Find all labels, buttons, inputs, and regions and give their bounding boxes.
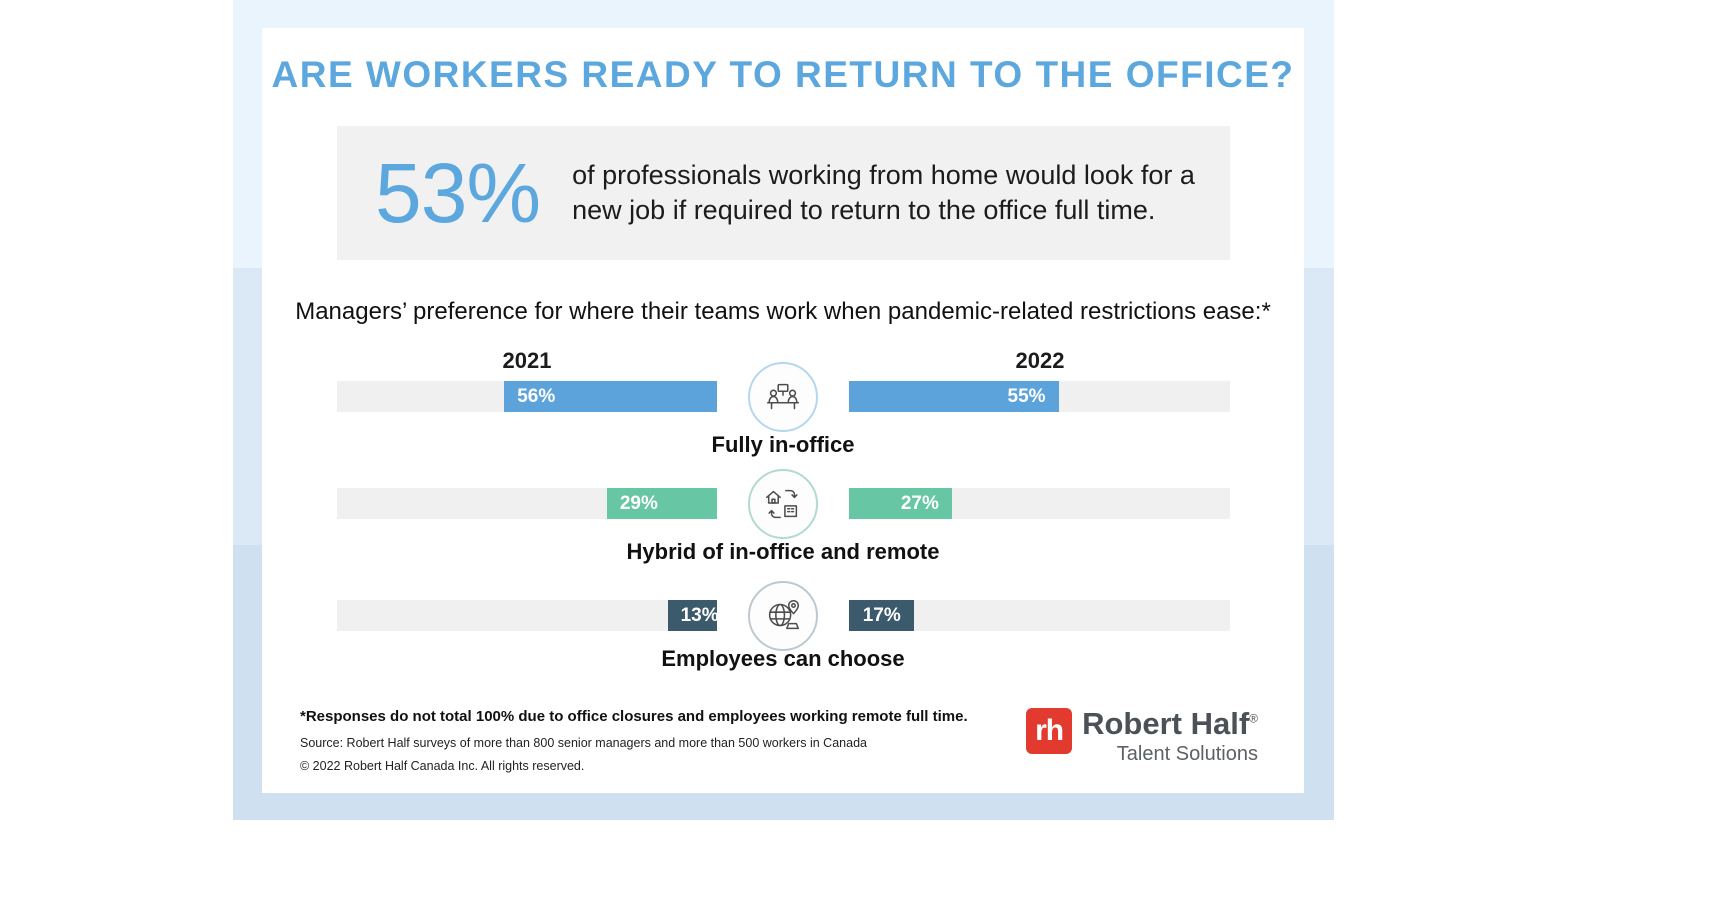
- bar-value-label: 27%: [900, 492, 939, 514]
- bar-fill-2021: 29%: [606, 488, 717, 519]
- bar-value-label: 55%: [1007, 385, 1046, 407]
- bar-track: 17%: [849, 600, 1230, 631]
- globe-location-icon: [768, 599, 800, 629]
- bar-track: 56%: [337, 381, 717, 412]
- icon-gap: [717, 468, 849, 539]
- bar-value-label: 29%: [619, 492, 658, 514]
- hybrid-home-office-icon: [766, 489, 798, 518]
- bar-value-label: 17%: [862, 604, 901, 626]
- logo-name: Robert Half®: [1082, 706, 1258, 741]
- bar-fill-2022: 55%: [849, 381, 1059, 412]
- footer: *Responses do not total 100% due to offi…: [300, 706, 1258, 773]
- bar-row: 56% 55%: [337, 361, 1230, 432]
- stat-box: 53% of professionals working from home w…: [337, 126, 1230, 260]
- category-label: Fully in-office: [711, 432, 855, 457]
- stat-text: of professionals working from home would…: [572, 159, 1195, 225]
- bar-fill-2022: 27%: [849, 488, 952, 519]
- bar-row: 13% 17%: [337, 580, 1230, 651]
- bar-track: 13%: [337, 600, 719, 631]
- bar-fill-2022: 17%: [849, 600, 914, 631]
- source-text: Source: Robert Half surveys of more than…: [300, 736, 867, 750]
- icon-circle: [748, 580, 818, 651]
- bar-value-label: 13%: [680, 604, 719, 626]
- bar-track: 27%: [849, 488, 1230, 519]
- bar-value-label: 56%: [517, 385, 556, 407]
- footnote: *Responses do not total 100% due to offi…: [300, 708, 968, 725]
- stat-value: 53%: [375, 146, 541, 240]
- bar-fill-2021: 13%: [667, 600, 719, 631]
- icon-gap: [717, 580, 849, 651]
- bar-track: 29%: [337, 488, 717, 519]
- footer-notes: *Responses do not total 100% due to offi…: [300, 708, 968, 773]
- column-headers: 2021 2022: [337, 348, 1230, 374]
- robert-half-logo: rh Robert Half® Talent Solutions: [1026, 706, 1258, 766]
- column-header-2021: 2021: [502, 348, 552, 373]
- icon-circle: [748, 468, 818, 539]
- icon-gap: [717, 361, 849, 432]
- logo-text: Robert Half® Talent Solutions: [1082, 706, 1258, 766]
- page-title: ARE WORKERS READY TO RETURN TO THE OFFIC…: [271, 54, 1295, 95]
- bar-fill-2021: 56%: [504, 381, 717, 412]
- logo-monogram: rh: [1035, 714, 1064, 747]
- logo-tagline: Talent Solutions: [1116, 742, 1258, 765]
- bar-row: 29% 27%: [337, 468, 1230, 539]
- chart-heading: Managers’ preference for where their tea…: [295, 298, 1271, 325]
- column-header-2022: 2022: [1015, 348, 1065, 373]
- copyright-text: © 2022 Robert Half Canada Inc. All right…: [300, 759, 585, 773]
- logo-registered: ®: [1249, 711, 1258, 726]
- icon-circle: [748, 361, 818, 432]
- infographic-card: ARE WORKERS READY TO RETURN TO THE OFFIC…: [262, 28, 1304, 793]
- bar-track: 55%: [849, 381, 1230, 412]
- logo-mark: rh: [1026, 708, 1073, 754]
- category-label: Hybrid of in-office and remote: [626, 539, 940, 564]
- office-meeting-icon: [766, 383, 800, 409]
